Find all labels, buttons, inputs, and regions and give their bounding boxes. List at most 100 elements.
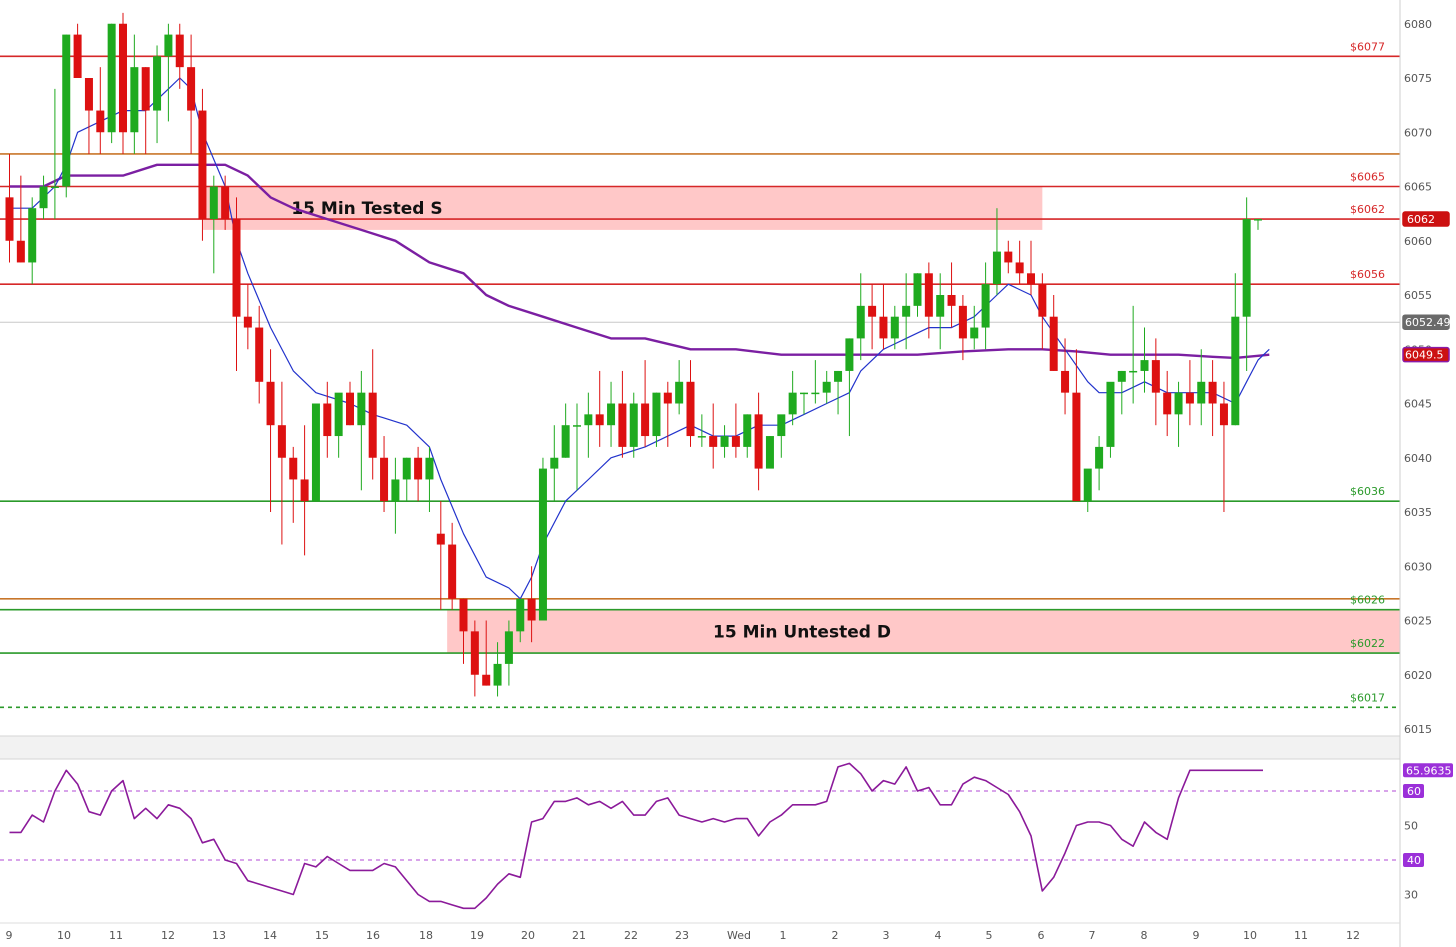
candle-body [243,316,252,328]
candle-body [641,403,650,437]
candle-body [482,674,491,686]
level-label: $6022 [1350,637,1385,650]
candle-body [1061,370,1070,393]
price-badge [1402,211,1450,227]
time-tick-label: 19 [470,929,484,942]
rsi-level-badge [1403,853,1424,867]
candle-body [913,273,922,306]
candle-body [663,392,672,404]
candle-body [573,425,581,427]
level-label: $6036 [1350,485,1385,498]
candle-body [141,67,150,111]
time-tick-label: 11 [1294,929,1308,942]
rsi-last-badge-label: 65.9635 [1406,764,1452,777]
price-tick-label: 6060 [1404,235,1432,248]
candle-body [5,197,14,241]
price-tick-label: 6055 [1404,289,1432,302]
candle-body [868,305,877,317]
candle-body [936,295,945,317]
candle-body [1129,370,1138,373]
candle-body [947,295,956,306]
candle-body [720,436,729,447]
candle-body [629,403,638,447]
candle-body [788,392,797,415]
level-label: $6077 [1350,40,1385,53]
candle-body [1015,262,1024,274]
candle-body [550,457,559,469]
candle-body [493,663,502,686]
time-tick-label: 12 [161,929,175,942]
candle-body [380,457,389,502]
candle-body [1106,381,1115,447]
price-tick-label: 6015 [1404,723,1432,736]
candle-body [981,284,990,328]
price-badge-label: 6049.5 [1405,349,1444,362]
level-label: $6017 [1350,691,1385,704]
candle-body [209,186,218,220]
price-tick-label: 6065 [1404,181,1432,194]
candle-body [1151,360,1160,393]
candle-body [39,186,48,209]
candle-body [470,631,479,675]
level-label: $6065 [1350,171,1385,184]
candle-body [697,436,706,438]
candle-body [834,370,843,382]
time-tick-label: 20 [521,929,535,942]
time-tick-label: 22 [624,929,638,942]
candle-body [607,403,616,426]
candle-body [1174,392,1183,415]
candle-body [50,186,59,188]
candle-body [357,392,366,426]
time-tick-label: 10 [1243,929,1257,942]
time-tick-label: 14 [263,929,277,942]
time-tick-label: 3 [883,929,890,942]
candle-body [96,110,105,133]
time-tick-label: 21 [572,929,586,942]
candle-body [1004,251,1013,263]
candle-body [323,403,332,437]
candle-body [391,479,400,502]
candle-body [62,34,71,187]
time-tick-label: Wed [727,929,751,942]
candle-body [743,414,752,447]
candle-body [777,414,786,437]
time-tick-label: 6 [1038,929,1045,942]
price-tick-label: 6025 [1404,615,1432,628]
candle-body [459,598,468,632]
axes: 6015602060256030603560406045605060556060… [6,18,1453,942]
candle-body [130,67,139,133]
time-tick-label: 10 [57,929,71,942]
candle-body [164,34,173,57]
candle-body [232,219,241,317]
candle-body [289,457,298,480]
candle-body [414,457,423,480]
candle-body [1231,316,1240,426]
candle-body [300,479,309,502]
price-tick-label: 6070 [1404,126,1432,139]
zone-label: 15 Min Tested S [291,199,442,219]
pane-separator [0,736,1400,759]
time-tick-label: 11 [109,929,123,942]
candle-body [277,425,286,458]
price-badge [1402,314,1450,330]
candle-body [402,457,411,480]
candle-body [992,251,1001,285]
candle-body [709,436,718,447]
candle-body [1072,392,1081,502]
candle-body [16,240,25,263]
candle-body [107,23,116,133]
candle-body [754,414,763,469]
time-tick-label: 18 [419,929,433,942]
candle-body [1117,370,1126,382]
candle-body [119,23,127,133]
candle-body [1185,392,1194,404]
candle-body [221,186,230,220]
time-tick-label: 9 [6,929,13,942]
price-tick-label: 6040 [1404,452,1432,465]
rsi-tick-label: 30 [1404,889,1418,902]
rsi-last-badge [1403,763,1453,778]
price-badge-label: 6062 [1407,213,1435,226]
price-badge [1402,346,1450,363]
candle-body [28,208,37,263]
candle-body [436,533,445,545]
